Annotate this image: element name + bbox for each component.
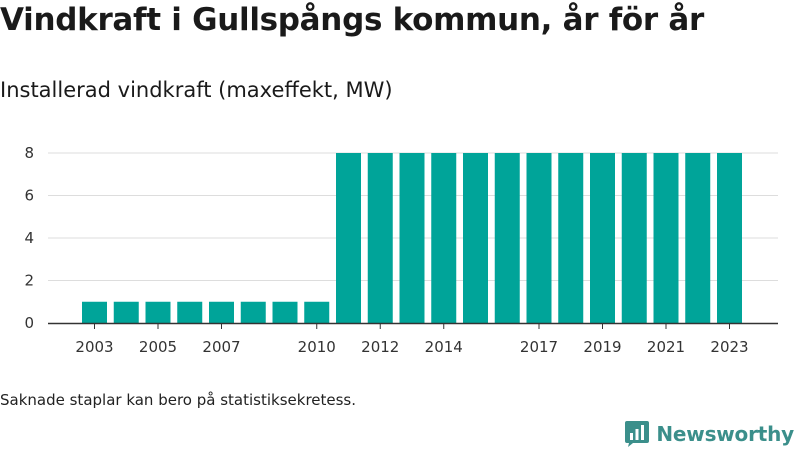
x-tick-label: 2017	[520, 338, 558, 356]
bar	[463, 153, 488, 323]
bar	[114, 302, 139, 323]
bar	[146, 302, 171, 323]
bar	[400, 153, 425, 323]
bar	[654, 153, 679, 323]
y-tick-label: 6	[24, 187, 34, 205]
y-tick-label: 0	[24, 314, 34, 332]
x-tick-label: 2007	[202, 338, 240, 356]
bar	[495, 153, 520, 323]
x-tick-label: 2019	[583, 338, 621, 356]
bar	[590, 153, 615, 323]
bar	[558, 153, 583, 323]
x-tick-label: 2005	[139, 338, 177, 356]
bar	[82, 302, 107, 323]
brand-name: Newsworthy	[656, 422, 794, 446]
bar	[431, 153, 456, 323]
bar	[273, 302, 298, 323]
bar	[368, 153, 393, 323]
x-tick-label: 2023	[710, 338, 748, 356]
x-tick-label: 2012	[361, 338, 399, 356]
bar	[527, 153, 552, 323]
x-tick-label: 2014	[425, 338, 463, 356]
bar	[177, 302, 202, 323]
x-tick-label: 2003	[75, 338, 113, 356]
y-tick-label: 4	[24, 229, 34, 247]
footnote: Saknade staplar kan bero på statistiksek…	[0, 391, 356, 409]
bar	[717, 153, 742, 323]
brand-logo[interactable]: Newsworthy	[624, 420, 794, 447]
y-tick-label: 8	[24, 144, 34, 162]
bar	[685, 153, 710, 323]
newsworthy-logo-icon	[624, 420, 650, 447]
bar	[336, 153, 361, 323]
chart-title: Vindkraft i Gullspångs kommun, år för år	[0, 2, 704, 38]
chart-subtitle: Installerad vindkraft (maxeffekt, MW)	[0, 78, 393, 102]
y-tick-label: 2	[24, 272, 34, 290]
bar	[241, 302, 266, 323]
bar-chart: 0 2 4 6 8 2003 2005 2007 2010 2012 2014 2017 2019 202…	[0, 130, 800, 365]
x-tick-label: 2021	[647, 338, 685, 356]
bar	[209, 302, 234, 323]
bar	[622, 153, 647, 323]
bar	[304, 302, 329, 323]
x-tick-label: 2010	[298, 338, 336, 356]
